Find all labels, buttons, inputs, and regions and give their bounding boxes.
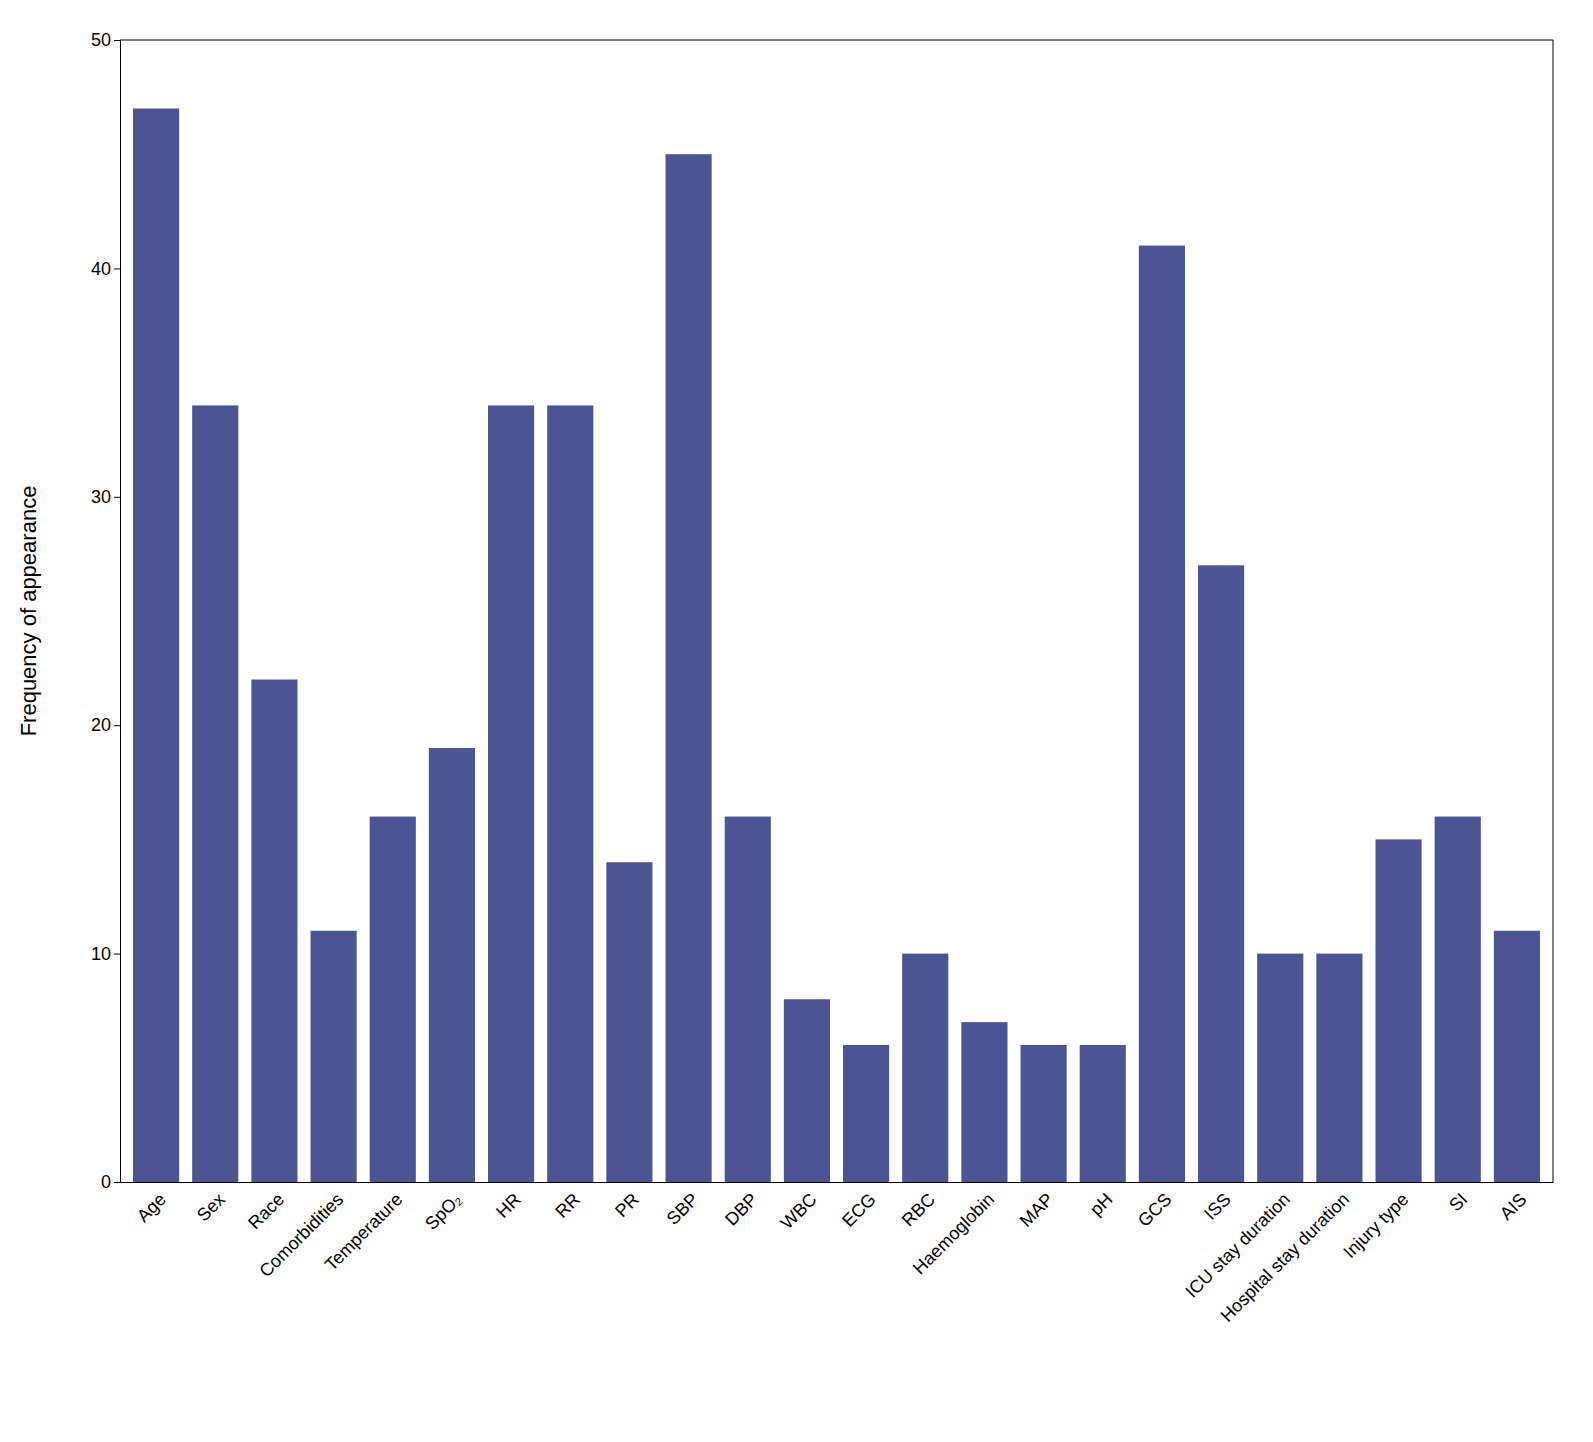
- y-tick-label: 0: [101, 1172, 111, 1192]
- bars: [133, 109, 1540, 1182]
- chart: 01020304050AgeSexRaceComorbiditiesTemper…: [0, 0, 1593, 1442]
- x-tick-label: DBP: [721, 1189, 761, 1229]
- y-tick-mark: [114, 1182, 120, 1183]
- x-tick-label: SBP: [663, 1189, 703, 1229]
- bar: [725, 817, 771, 1182]
- bar: [1080, 1045, 1126, 1182]
- y-tick-label: 40: [91, 259, 111, 279]
- frame-right: [1553, 40, 1554, 1182]
- x-tick: ECG: [838, 1189, 880, 1231]
- x-tick: Temperature: [321, 1189, 407, 1275]
- bar: [961, 1022, 1007, 1182]
- x-tick-label: WBC: [777, 1189, 821, 1233]
- x-tick-label: RR: [551, 1189, 584, 1222]
- bar: [251, 680, 297, 1182]
- x-tick-label: SI: [1445, 1189, 1471, 1215]
- x-tick: HR: [492, 1189, 525, 1222]
- x-tick-label: SpO₂: [421, 1189, 466, 1234]
- x-tick: DBP: [721, 1189, 761, 1229]
- y-tick-mark: [114, 497, 120, 498]
- x-tick: GCS: [1134, 1189, 1176, 1231]
- y-tick-label: 30: [91, 487, 111, 507]
- x-tick-label: AIS: [1496, 1189, 1531, 1224]
- bar: [1435, 817, 1481, 1182]
- y-tick: 30: [91, 487, 120, 507]
- bar: [370, 817, 416, 1182]
- x-tick-label: ICU stay duration: [1181, 1189, 1293, 1301]
- y-tick: 40: [91, 259, 120, 279]
- x-tick-label: HR: [492, 1189, 525, 1222]
- x-tick-label: Sex: [193, 1189, 229, 1225]
- x-tick: SBP: [663, 1189, 703, 1229]
- x-tick-label: Hospital stay duration: [1217, 1189, 1354, 1326]
- y-tick-mark: [114, 40, 120, 41]
- x-tick: SI: [1445, 1189, 1471, 1215]
- y-tick: 10: [91, 944, 120, 964]
- x-tick: AIS: [1496, 1189, 1531, 1224]
- y-tick-label: 50: [91, 30, 111, 50]
- bar: [488, 405, 534, 1182]
- x-tick: RBC: [898, 1189, 939, 1230]
- x-axis: AgeSexRaceComorbiditiesTemperatureSpO₂HR…: [121, 1183, 1554, 1326]
- x-tick-label: Age: [133, 1189, 170, 1226]
- bar: [666, 154, 712, 1182]
- bar: [1198, 565, 1244, 1182]
- y-tick-mark: [114, 268, 120, 269]
- x-tick: Injury type: [1339, 1189, 1412, 1262]
- x-tick: Hospital stay duration: [1217, 1189, 1354, 1326]
- x-tick-label: Injury type: [1339, 1189, 1412, 1262]
- x-tick-label: GCS: [1134, 1189, 1176, 1231]
- x-tick: pH: [1086, 1189, 1116, 1219]
- y-axis-title: Frequency of appearance: [16, 486, 41, 737]
- bar: [606, 862, 652, 1182]
- x-tick: ISS: [1200, 1189, 1235, 1224]
- x-tick: PR: [611, 1189, 643, 1221]
- bar: [1494, 931, 1540, 1182]
- x-tick-label: ISS: [1200, 1189, 1235, 1224]
- y-tick: 50: [91, 30, 120, 50]
- bar: [547, 405, 593, 1182]
- x-tick: Race: [244, 1189, 288, 1233]
- x-tick: Age: [133, 1189, 170, 1226]
- x-tick-label: pH: [1086, 1189, 1116, 1219]
- y-tick: 20: [91, 715, 120, 735]
- x-tick: ICU stay duration: [1181, 1189, 1293, 1301]
- x-tick-label: RBC: [898, 1189, 939, 1230]
- y-axis: 0 10 20 30 40 50: [91, 30, 121, 1192]
- bar: [1139, 246, 1185, 1182]
- x-tick-label: Haemoglobin: [909, 1189, 998, 1278]
- x-tick-label: ECG: [838, 1189, 880, 1231]
- bar: [1257, 954, 1303, 1182]
- bar: [133, 109, 179, 1182]
- x-tick-label: MAP: [1016, 1189, 1058, 1231]
- x-tick-label: PR: [611, 1189, 643, 1221]
- x-axis-line: [121, 1182, 1554, 1183]
- y-axis-line: [114, 41, 121, 1183]
- y-tick-label: 10: [91, 944, 111, 964]
- bar: [902, 954, 948, 1182]
- x-tick: WBC: [777, 1189, 821, 1233]
- x-tick: Sex: [193, 1189, 229, 1225]
- bar: [1021, 1045, 1067, 1182]
- bar: [1376, 839, 1422, 1182]
- bar: [311, 931, 357, 1182]
- plot-area: 01020304050AgeSexRaceComorbiditiesTemper…: [91, 30, 1554, 1325]
- x-tick: SpO₂: [421, 1189, 466, 1234]
- frame-top: [120, 40, 1553, 41]
- x-tick: MAP: [1016, 1189, 1058, 1231]
- y-tick-label: 20: [91, 715, 111, 735]
- bar: [784, 999, 830, 1182]
- bar: [192, 405, 238, 1182]
- bar: [429, 748, 475, 1182]
- x-tick-label: Temperature: [321, 1189, 407, 1275]
- y-tick-mark: [114, 954, 120, 955]
- x-tick-label: Race: [244, 1189, 288, 1233]
- x-tick: RR: [551, 1189, 584, 1222]
- bar: [843, 1045, 889, 1182]
- y-tick: 0: [101, 1172, 120, 1192]
- x-tick: Haemoglobin: [909, 1189, 998, 1278]
- y-tick-mark: [114, 725, 120, 726]
- bar: [1316, 954, 1362, 1182]
